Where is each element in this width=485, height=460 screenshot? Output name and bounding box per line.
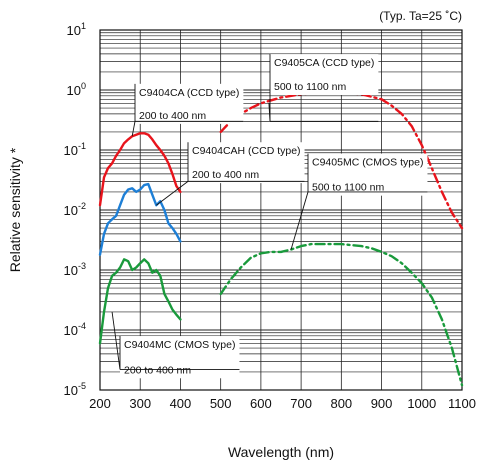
y-tick-label: 10-4 — [64, 321, 86, 338]
annotation-c9404cah: C9404CAH (CCD type) 200 to 400 nm — [156, 142, 305, 206]
x-tick-label: 200 — [89, 396, 111, 411]
plot-frame — [99, 29, 463, 391]
y-tick-label: 10-1 — [64, 141, 86, 158]
y-tick-labels: 10-5 10-4 10-3 10-2 10-1 100 101 — [64, 21, 86, 398]
x-tick-label: 800 — [330, 396, 352, 411]
series-line-4 — [98, 258, 182, 345]
x-tick-label: 1000 — [407, 396, 436, 411]
annotation-leader — [290, 191, 309, 250]
annotation-model: C9405MC (CMOS type) — [312, 157, 423, 169]
y-tick-label: 10-5 — [64, 381, 86, 398]
annotations: C9405CA (CCD type) 500 to 1100 nm C9404CA … — [111, 54, 428, 379]
series-line-3 — [219, 242, 464, 387]
annotation-c9404mc: C9404MC (CMOS type) 200 to 400 nm — [111, 311, 240, 379]
x-axis-label: Wavelength (nm) — [228, 444, 334, 460]
annotation-model: C9404MC (CMOS type) — [124, 339, 235, 351]
annotation-c9405mc: C9405MC (CMOS type) 500 to 1100 nm — [290, 153, 428, 250]
annotation-range: 500 to 1100 nm — [312, 182, 384, 194]
annotation-range: 200 to 400 nm — [139, 110, 206, 122]
y-tick-label: 10-2 — [64, 201, 86, 218]
y-tick-label: 101 — [67, 21, 86, 38]
annotation-bg — [188, 142, 305, 184]
annotation-model: C9405CA (CCD type) — [274, 57, 374, 69]
annotation-bg — [120, 336, 240, 379]
series-line-0 — [98, 132, 182, 207]
x-tick-label: 600 — [250, 396, 272, 411]
x-tick-label: 300 — [129, 396, 151, 411]
x-tick-label: 1100 — [448, 396, 476, 411]
y-tick-label: 10-3 — [64, 261, 86, 278]
annotation-bg — [270, 54, 379, 95]
y-tick-label: 100 — [67, 81, 86, 98]
annotation-bg — [135, 83, 244, 124]
annotation-bg — [308, 153, 428, 196]
annotation-leader — [156, 181, 189, 206]
series-line-2 — [98, 182, 182, 256]
annotation-range: 200 to 400 nm — [124, 364, 191, 376]
x-tick-label: 900 — [371, 396, 393, 411]
annotation-range: 200 to 400 nm — [192, 169, 259, 181]
annotation-leader — [131, 121, 136, 137]
annotation-model: C9404CA (CCD type) — [139, 87, 239, 99]
annotation-model: C9404CAH (CCD type) — [192, 145, 301, 157]
x-tick-label: 500 — [210, 396, 232, 411]
annotation-leader — [268, 103, 271, 122]
annotation-leader — [111, 311, 121, 370]
annotation-c9405ca: C9405CA (CCD type) 500 to 1100 nm — [268, 54, 379, 122]
x-tick-label: 700 — [290, 396, 312, 411]
conditions-note: (Typ. Ta=25 ˚C) — [379, 9, 462, 23]
y-axis-label: Relative sensitivity * — [7, 147, 23, 272]
x-tick-labels: 200 300 400 500 600 700 800 900 1000 1100 — [89, 396, 476, 411]
annotation-c9404ca: C9404CA (CCD type) 200 to 400 nm — [131, 83, 244, 137]
x-tick-label: 400 — [170, 396, 192, 411]
annotation-range: 500 to 1100 nm — [274, 81, 346, 93]
